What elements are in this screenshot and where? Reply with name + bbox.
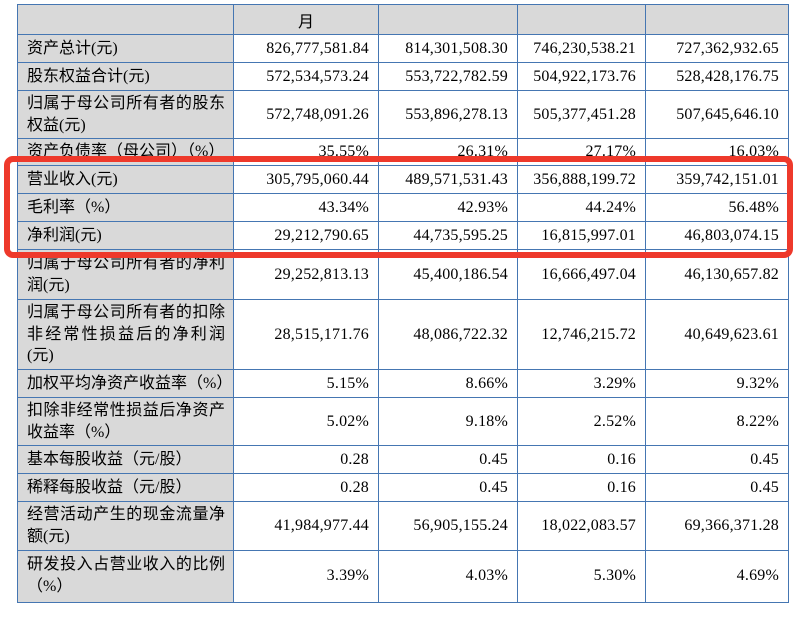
row-label: 经营活动产生的现金流量净额(元) [17,501,234,551]
value-cell: 572,748,091.26 [233,89,379,140]
value-cell: 746,230,538.21 [517,34,646,63]
table-row-debt-ratio: 资产负债率（母公司）（%） 35.55% 26.31% 27.17% 16.03… [17,138,789,167]
header-empty-cell [517,4,646,35]
row-label: 归属于母公司所有者的股东权益(元) [17,89,234,140]
value-cell: 0.28 [233,445,379,475]
value-cell: 4.69% [645,549,789,603]
table-row-total-assets: 资产总计(元) 826,777,581.84 814,301,508.30 74… [17,34,789,63]
value-cell: 504,922,173.76 [517,62,646,91]
value-cell: 16,666,497.04 [517,249,646,301]
value-cell: 46,803,074.15 [645,221,789,251]
header-label-cell [17,4,234,35]
value-cell: 35.55% [233,138,379,167]
value-cell: 45,400,186.54 [378,249,518,301]
row-label: 基本每股收益（元/股） [17,445,234,475]
value-cell: 0.45 [378,473,518,503]
value-cell: 43.34% [233,193,379,223]
value-cell: 42.93% [378,193,518,223]
value-cell: 16.03% [645,138,789,167]
table-row-roe-excl-nonrecurring: 扣除非经常性损益后净资产收益率（%） 5.02% 9.18% 2.52% 8.2… [17,397,789,447]
value-cell: 5.15% [233,369,379,399]
header-row: 月 [17,4,789,35]
value-cell: 359,742,151.01 [645,165,789,195]
table-row-parent-net-profit: 归属于母公司所有者的净利润(元) 29,252,813.13 45,400,18… [17,249,789,301]
value-cell: 0.45 [645,445,789,475]
value-cell: 16,815,997.01 [517,221,646,251]
value-cell: 27.17% [517,138,646,167]
table-row-parent-net-profit-excl-nonrecurring: 归属于母公司所有者的扣除非经常性损益后的净利润(元) 28,515,171.76… [17,299,789,371]
row-label: 资产总计(元) [17,34,234,63]
row-label: 加权平均净资产收益率（%） [17,369,234,399]
value-cell: 44.24% [517,193,646,223]
value-cell: 40,649,623.61 [645,299,789,371]
value-cell: 727,362,932.65 [645,34,789,63]
value-cell: 46,130,657.82 [645,249,789,301]
row-label: 研发投入占营业收入的比例（%） [17,549,234,603]
row-label: 稀释每股收益（元/股） [17,473,234,503]
value-cell: 69,366,371.28 [645,501,789,551]
header-empty-cell [645,4,789,35]
value-cell: 826,777,581.84 [233,34,379,63]
value-cell: 553,896,278.13 [378,89,518,140]
value-cell: 489,571,531.43 [378,165,518,195]
header-month-cell: 月 [233,4,379,35]
table-row-parent-equity: 归属于母公司所有者的股东权益(元) 572,748,091.26 553,896… [17,89,789,140]
row-label: 营业收入(元) [17,165,234,195]
row-label: 毛利率（%） [17,193,234,223]
value-cell: 572,534,573.24 [233,62,379,91]
value-cell: 8.22% [645,397,789,447]
value-cell: 18,022,083.57 [517,501,646,551]
value-cell: 5.30% [517,549,646,603]
value-cell: 48,086,722.32 [378,299,518,371]
value-cell: 29,212,790.65 [233,221,379,251]
table-row-revenue: 营业收入(元) 305,795,060.44 489,571,531.43 35… [17,165,789,195]
value-cell: 9.18% [378,397,518,447]
financial-metrics-table: 月 资产总计(元) 826,777,581.84 814,301,508.30 … [17,4,789,603]
row-label: 扣除非经常性损益后净资产收益率（%） [17,397,234,447]
value-cell: 26.31% [378,138,518,167]
value-cell: 3.29% [517,369,646,399]
table-row-total-equity: 股东权益合计(元) 572,534,573.24 553,722,782.59 … [17,62,789,91]
value-cell: 56,905,155.24 [378,501,518,551]
table-row-basic-eps: 基本每股收益（元/股） 0.28 0.45 0.16 0.45 [17,445,789,475]
value-cell: 5.02% [233,397,379,447]
value-cell: 56.48% [645,193,789,223]
table-row-weighted-roe: 加权平均净资产收益率（%） 5.15% 8.66% 3.29% 9.32% [17,369,789,399]
row-label: 归属于母公司所有者的净利润(元) [17,249,234,301]
value-cell: 553,722,782.59 [378,62,518,91]
value-cell: 41,984,977.44 [233,501,379,551]
value-cell: 44,735,595.25 [378,221,518,251]
value-cell: 9.32% [645,369,789,399]
table-row-rd-ratio: 研发投入占营业收入的比例（%） 3.39% 4.03% 5.30% 4.69% [17,549,789,603]
header-empty-cell [378,4,518,35]
row-label: 资产负债率（母公司）（%） [17,138,234,167]
value-cell: 3.39% [233,549,379,603]
table-row-net-profit: 净利润(元) 29,212,790.65 44,735,595.25 16,81… [17,221,789,251]
value-cell: 0.45 [645,473,789,503]
value-cell: 29,252,813.13 [233,249,379,301]
value-cell: 8.66% [378,369,518,399]
row-label: 股东权益合计(元) [17,62,234,91]
value-cell: 505,377,451.28 [517,89,646,140]
table-row-diluted-eps: 稀释每股收益（元/股） 0.28 0.45 0.16 0.45 [17,473,789,503]
value-cell: 356,888,199.72 [517,165,646,195]
value-cell: 0.28 [233,473,379,503]
value-cell: 528,428,176.75 [645,62,789,91]
value-cell: 814,301,508.30 [378,34,518,63]
value-cell: 0.16 [517,473,646,503]
row-label: 净利润(元) [17,221,234,251]
row-label: 归属于母公司所有者的扣除非经常性损益后的净利润(元) [17,299,234,371]
value-cell: 305,795,060.44 [233,165,379,195]
table-row-gross-margin: 毛利率（%） 43.34% 42.93% 44.24% 56.48% [17,193,789,223]
value-cell: 0.16 [517,445,646,475]
value-cell: 2.52% [517,397,646,447]
table-row-operating-cash-flow: 经营活动产生的现金流量净额(元) 41,984,977.44 56,905,15… [17,501,789,551]
value-cell: 507,645,646.10 [645,89,789,140]
value-cell: 4.03% [378,549,518,603]
value-cell: 12,746,215.72 [517,299,646,371]
value-cell: 0.45 [378,445,518,475]
value-cell: 28,515,171.76 [233,299,379,371]
